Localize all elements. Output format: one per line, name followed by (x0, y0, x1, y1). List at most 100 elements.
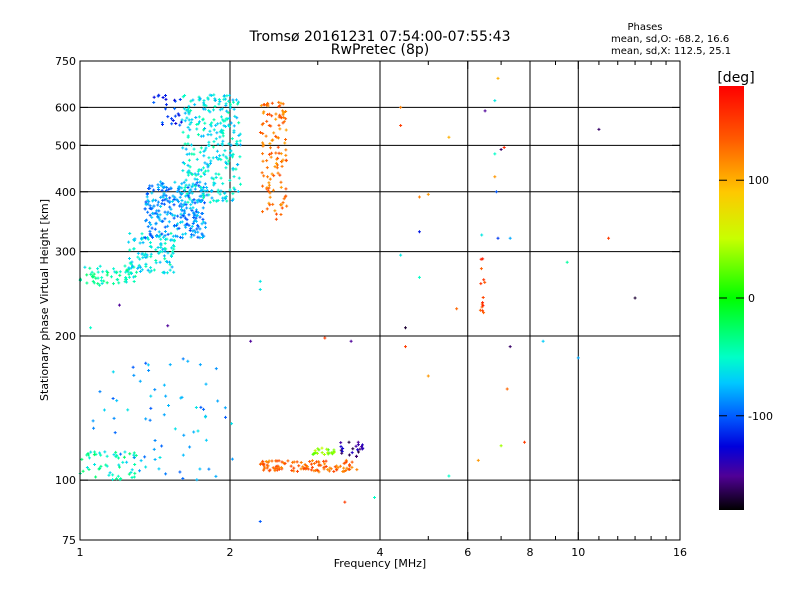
scatter-point (212, 118, 216, 122)
scatter-point (277, 465, 281, 469)
scatter-point (181, 146, 185, 150)
scatter-point (181, 477, 185, 481)
scatter-point (195, 227, 199, 231)
scatter-point (230, 137, 234, 141)
scatter-point (203, 103, 206, 107)
scatter-point (131, 365, 135, 369)
scatter-point (277, 100, 281, 104)
scatter-point (123, 450, 127, 454)
scatter-point (159, 204, 163, 208)
scatter-point (213, 104, 217, 108)
scatter-point (167, 404, 171, 408)
scatter-point (152, 268, 156, 272)
scatter-point (181, 169, 185, 173)
scatter-point (181, 214, 185, 218)
scatter-point (97, 467, 101, 471)
scatter-point (172, 247, 176, 251)
scatter-point (218, 154, 222, 158)
scatter-point (179, 215, 183, 219)
scatter-point (178, 235, 182, 239)
scatter-point (189, 226, 193, 230)
scatter-point (225, 156, 229, 160)
scatter-point (153, 438, 157, 442)
scatter-point (176, 198, 180, 202)
scatter-point (146, 225, 150, 229)
scatter-point (275, 459, 279, 463)
scatter-point (204, 382, 208, 386)
scatter-point (100, 276, 104, 280)
scatter-point (128, 231, 132, 235)
scatter-point (204, 169, 208, 173)
scatter-point (164, 189, 168, 193)
scatter-point (214, 172, 218, 176)
scatter-point (98, 283, 102, 287)
scatter-point (360, 445, 364, 449)
scatter-point (87, 468, 91, 472)
scatter-point (145, 253, 149, 257)
scatter-point (274, 161, 278, 165)
scatter-point (141, 241, 145, 245)
scatter-point (202, 99, 206, 103)
scatter-point (201, 211, 205, 215)
scatter-point (481, 295, 485, 299)
scatter-point (190, 209, 194, 213)
scatter-point (185, 152, 189, 156)
scatter-point (264, 459, 268, 463)
scatter-point (163, 225, 167, 229)
scatter-point (261, 210, 265, 214)
scatter-point (301, 465, 305, 469)
scatter-point (184, 194, 188, 198)
scatter-point (320, 451, 324, 455)
scatter-point (342, 461, 346, 465)
scatter-point (212, 140, 216, 144)
scatter-point (133, 471, 137, 475)
scatter-point (224, 124, 228, 128)
scatter-point (340, 451, 344, 455)
scatter-point (202, 407, 206, 411)
y-tick-label: 600 (55, 101, 76, 114)
colorbar-ticks: 100 0 -100 (719, 174, 773, 423)
colorbar-tick-label: 100 (748, 174, 769, 187)
scatter-point (185, 218, 189, 222)
y-tick-label: 75 (62, 534, 76, 547)
scatter-point (122, 455, 126, 459)
scatter-point (342, 466, 346, 470)
scatter-point (203, 161, 207, 165)
scatter-point (493, 99, 497, 103)
colorbar-tick-label: 0 (748, 292, 755, 305)
scatter-point (347, 453, 351, 457)
scatter-point (267, 201, 271, 205)
scatter-point (138, 241, 142, 245)
scatter-point (132, 280, 136, 283)
scatter-point (80, 457, 84, 461)
scatter-point (144, 465, 148, 469)
scatter-point (94, 475, 98, 479)
scatter-point (189, 109, 193, 113)
scatter-point (180, 395, 184, 399)
scatter-point (164, 237, 168, 241)
scatter-point (328, 466, 332, 470)
scatter-point (210, 196, 214, 200)
scatter-point (180, 186, 184, 190)
scatter-point (188, 197, 192, 201)
scatter-point (199, 199, 203, 203)
scatter-point (270, 114, 274, 118)
scatter-point (181, 95, 185, 99)
scatter-point (258, 279, 262, 283)
scatter-point (231, 100, 235, 104)
scatter-point (144, 219, 148, 223)
scatter-point (136, 251, 140, 255)
scatter-point (187, 158, 191, 162)
scatter-point (217, 172, 221, 176)
scatter-point (323, 336, 327, 340)
scatter-point (134, 453, 138, 457)
scatter-point (160, 188, 164, 192)
scatter-point (139, 265, 143, 269)
scatter-point (275, 166, 279, 170)
scatter-point (171, 199, 175, 203)
scatter-point (269, 124, 273, 128)
scatter-point (223, 149, 227, 153)
scatter-point (344, 469, 348, 473)
colorbar-label: [deg] (717, 70, 754, 86)
scatter-point (335, 468, 339, 472)
